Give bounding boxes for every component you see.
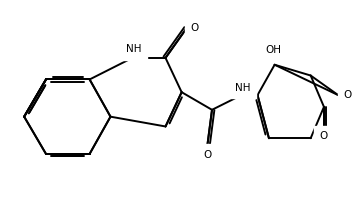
Text: O: O <box>203 150 211 160</box>
Text: NH: NH <box>235 83 251 93</box>
Text: NH: NH <box>126 44 142 54</box>
Text: O: O <box>344 90 352 100</box>
Text: O: O <box>191 24 199 33</box>
Text: O: O <box>320 131 328 141</box>
Text: OH: OH <box>265 46 281 56</box>
